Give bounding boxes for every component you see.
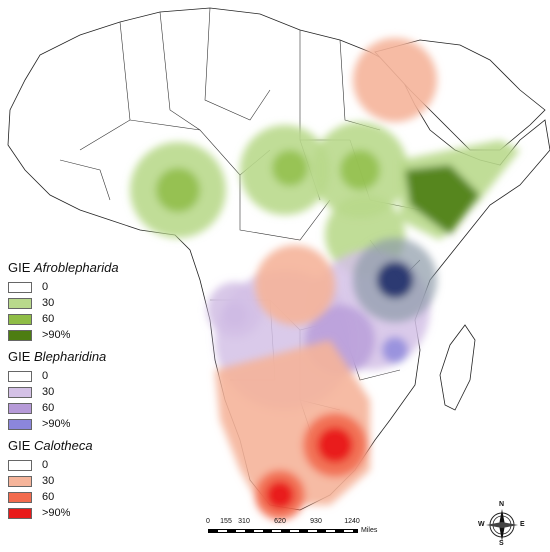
compass-rose-icon — [486, 509, 518, 541]
density-calotheca — [215, 38, 437, 520]
scale-tick-label: 0 — [206, 518, 210, 525]
legend-label: 0 — [42, 370, 49, 382]
legend-item: 0 — [8, 457, 208, 473]
legend-swatch — [8, 459, 32, 471]
legend-item: 60 — [8, 400, 208, 416]
legend-group: GIE Calotheca 0 30 60 >90% — [8, 438, 208, 521]
compass-s: S — [499, 540, 504, 547]
legend-item: >90% — [8, 416, 208, 432]
north-arrow-compass: N S W E — [477, 501, 527, 547]
scale-tick-labels: 0 155 310 620 930 1240 — [206, 518, 368, 528]
legend-title-taxon: Blepharidina — [34, 349, 107, 364]
scale-tick-label: 155 — [220, 518, 232, 525]
legend-title-taxon: Afroblepharida — [34, 260, 119, 275]
legend-item: 30 — [8, 295, 208, 311]
legend-swatch — [8, 507, 32, 519]
legend-label: 30 — [42, 475, 55, 487]
legend-group: GIE Blepharidina 0 30 60 >90% — [8, 349, 208, 432]
scale-tick-label: 930 — [310, 518, 322, 525]
compass-n: N — [499, 501, 505, 508]
legend-title: GIE Blepharidina — [8, 349, 208, 365]
legend-title: GIE Afroblepharida — [8, 260, 208, 276]
legend-title: GIE Calotheca — [8, 438, 208, 454]
legend-item: 0 — [8, 368, 208, 384]
scale-bar-graphic — [208, 529, 358, 533]
legend-swatch — [8, 370, 32, 382]
legend-swatch — [8, 329, 32, 341]
legend-swatch — [8, 313, 32, 325]
legend-label: 60 — [42, 313, 55, 325]
scale-unit: Miles — [361, 527, 378, 534]
legend-swatch — [8, 402, 32, 414]
legend-label: >90% — [42, 329, 71, 341]
legend-item: 60 — [8, 489, 208, 505]
legend-swatch — [8, 491, 32, 503]
legend-item: 0 — [8, 279, 208, 295]
legend-group: GIE Afroblepharida 0 30 60 >90% — [8, 260, 208, 343]
legend-item: 30 — [8, 473, 208, 489]
map-legend: GIE Afroblepharida 0 30 60 >90% GIE Blepharid… — [8, 260, 208, 527]
legend-title-prefix: GIE — [8, 438, 35, 453]
scale-tick-label: 1240 — [344, 518, 360, 525]
legend-title-prefix: GIE — [8, 349, 35, 364]
legend-swatch — [8, 475, 32, 487]
legend-item: 60 — [8, 311, 208, 327]
legend-label: 30 — [42, 386, 55, 398]
legend-label: 60 — [42, 402, 55, 414]
compass-w: W — [478, 521, 485, 528]
legend-swatch — [8, 281, 32, 293]
density-afroblepharida — [130, 122, 520, 275]
compass-e: E — [520, 521, 525, 528]
legend-label: >90% — [42, 507, 71, 519]
legend-label: 60 — [42, 491, 55, 503]
legend-label: 0 — [42, 459, 49, 471]
density-overlap-gray — [353, 238, 437, 322]
legend-label: >90% — [42, 418, 71, 430]
legend-swatch — [8, 297, 32, 309]
scale-bar: 0 155 310 620 930 1240 Miles — [206, 518, 508, 546]
legend-item: >90% — [8, 505, 208, 521]
legend-swatch — [8, 386, 32, 398]
scale-tick-label: 310 — [238, 518, 250, 525]
legend-label: 0 — [42, 281, 49, 293]
scale-tick-label: 620 — [274, 518, 286, 525]
legend-swatch — [8, 418, 32, 430]
legend-title-taxon: Calotheca — [34, 438, 93, 453]
legend-label: 30 — [42, 297, 55, 309]
legend-item: >90% — [8, 327, 208, 343]
legend-item: 30 — [8, 384, 208, 400]
legend-title-prefix: GIE — [8, 260, 35, 275]
